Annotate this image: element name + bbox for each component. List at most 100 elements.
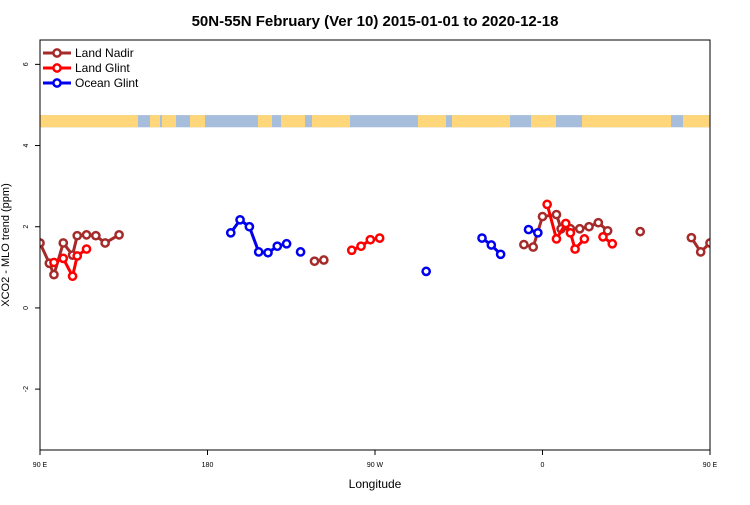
- data-point: [579, 234, 590, 244]
- series-layer: [40, 199, 750, 282]
- data-point: [705, 238, 710, 248]
- land-segment: [683, 115, 710, 128]
- data-point: [716, 255, 723, 262]
- y-tick-label: 0: [23, 306, 30, 310]
- data-point: [532, 227, 543, 238]
- data-point: [263, 247, 273, 258]
- land-segment: [258, 115, 272, 128]
- data-point: [81, 230, 92, 240]
- data-point: [421, 266, 432, 277]
- y-tick-label: 2: [23, 225, 30, 229]
- data-point: [58, 253, 69, 264]
- land-segment: [312, 115, 350, 128]
- land-segment: [150, 115, 160, 128]
- data-point: [695, 247, 706, 257]
- data-point: [739, 252, 746, 259]
- data-point: [734, 256, 741, 263]
- data-point: [90, 230, 101, 241]
- data-point: [551, 234, 562, 244]
- data-point: [477, 233, 487, 243]
- data-point: [72, 251, 83, 261]
- y-axis: -2 0 2 4 6: [23, 62, 40, 392]
- series-land-nadir: [40, 209, 750, 280]
- chart-title: 50N-55N February (Ver 10) 2015-01-01 to …: [192, 13, 559, 30]
- land-segment: [162, 115, 176, 128]
- data-point: [356, 241, 366, 252]
- land-segment: [281, 115, 305, 128]
- y-tick-label: 6: [23, 62, 30, 66]
- land-segment: [40, 115, 138, 128]
- legend-label: Ocean Glint: [75, 76, 139, 90]
- x-tick-label: 90 E: [33, 462, 48, 469]
- data-point: [730, 239, 737, 246]
- legend-label: Land Nadir: [75, 46, 134, 60]
- x-tick-label: 90 W: [367, 462, 384, 469]
- data-point: [593, 217, 604, 228]
- data-point: [523, 224, 534, 235]
- data-point: [602, 225, 613, 236]
- series-line: [40, 233, 120, 277]
- data-point: [598, 232, 608, 242]
- data-point: [281, 238, 292, 249]
- x-tick-label: 0: [541, 462, 545, 469]
- land-ocean-band: [40, 115, 710, 128]
- data-point: [100, 238, 110, 248]
- legend-marker: [52, 63, 62, 73]
- data-point: [235, 214, 245, 225]
- land-segment: [531, 115, 556, 128]
- x-tick-label: 180: [202, 462, 214, 469]
- series-ocean-glint: [225, 214, 543, 277]
- data-point: [584, 221, 594, 232]
- data-point: [309, 256, 320, 267]
- data-point: [744, 273, 750, 280]
- x-tick-label: 90 E: [703, 462, 718, 469]
- data-point: [58, 238, 69, 248]
- data-point: [374, 233, 385, 243]
- series-land-glint: [49, 199, 750, 282]
- series-line: [719, 249, 750, 276]
- data-point: [635, 226, 646, 237]
- data-point: [716, 260, 723, 267]
- data-point: [519, 239, 529, 250]
- data-point: [537, 211, 548, 222]
- data-point: [495, 249, 506, 260]
- y-tick-label: 4: [23, 143, 30, 147]
- land-segment: [452, 115, 510, 128]
- data-point: [720, 271, 727, 278]
- data-point: [114, 230, 124, 240]
- land-segment: [418, 115, 446, 128]
- data-point: [49, 257, 59, 268]
- x-axis: 90 E 180 90 W 0 90 E: [33, 450, 718, 469]
- data-point: [686, 232, 697, 243]
- data-point: [253, 247, 264, 257]
- data-point: [81, 244, 92, 254]
- data-point: [295, 247, 306, 257]
- data-point: [365, 234, 376, 245]
- data-point: [49, 269, 59, 280]
- data-point: [560, 218, 571, 229]
- x-axis-label: Longitude: [349, 477, 402, 491]
- data-point: [67, 271, 78, 282]
- data-point: [542, 199, 553, 210]
- y-tick-label: -2: [23, 386, 30, 392]
- data-point: [528, 242, 539, 252]
- data-point: [346, 245, 357, 256]
- data-point: [225, 227, 236, 238]
- y-axis-label: XCO2 - MLO trend (ppm): [0, 183, 12, 306]
- land-segment: [190, 115, 205, 128]
- data-point: [565, 227, 576, 238]
- data-point: [318, 255, 329, 265]
- data-point: [72, 230, 83, 241]
- data-point: [272, 241, 283, 252]
- data-point: [744, 232, 750, 239]
- data-point: [486, 240, 497, 250]
- data-point: [570, 244, 580, 254]
- data-point: [574, 223, 585, 234]
- data-point: [607, 238, 618, 249]
- data-point: [551, 209, 562, 220]
- data-point: [725, 252, 732, 259]
- legend-label: Land Glint: [75, 61, 130, 75]
